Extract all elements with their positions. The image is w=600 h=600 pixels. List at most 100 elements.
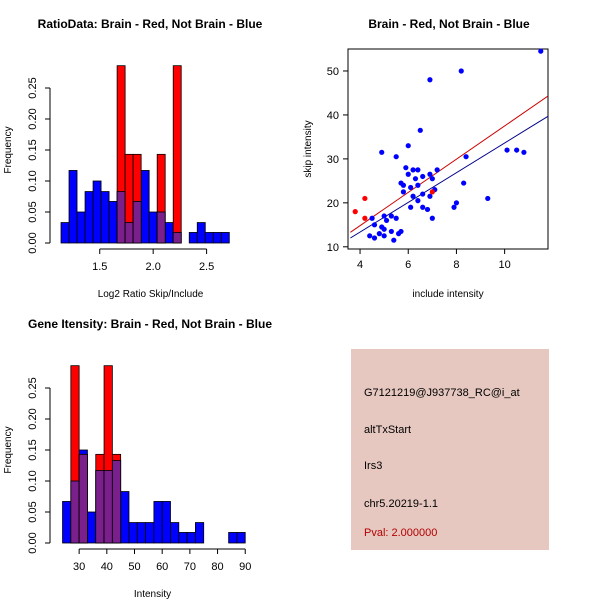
scatter-y-tick-label: 30 [327,154,339,166]
intensity-hist-title: Gene Itensity: Brain - Red, Not Brain - … [28,317,272,331]
ratio-hist-bar-not-brain [84,191,94,244]
scatter-point-not-brain [398,228,404,235]
genomic-location: chr5.20219-1.1 [364,498,438,510]
scatter-point-not-brain [415,198,421,204]
scatter-point-not-brain [424,206,431,213]
scatter-x-axis-label: include intensity [412,289,483,300]
ratio-hist-bar-not-brain [140,170,150,244]
scatter-point-not-brain [538,48,544,54]
intensity-hist-y-tick-label: 0.00 [27,532,39,553]
intensity-hist-bar-not-brain [62,501,72,544]
intensity-hist-y-tick-label: 0.05 [27,501,39,522]
scatter-point-not-brain [463,154,469,160]
intensity-hist-y-tick-label: 0.15 [27,439,39,460]
scatter-point-not-brain [451,204,457,210]
scatter-point-not-brain [393,215,399,221]
scatter-point-not-brain [379,149,385,155]
pval-text: Pval: 2.000000 [364,527,438,539]
scatter-point-not-brain [381,226,387,232]
probe-id: G7121219@J937738_RC@i_at [364,387,520,399]
scatter-y-tick-label: 10 [327,242,339,254]
ratio-hist-y-tick-label: 0.20 [27,108,39,129]
ratio-hist-bar-not-brain [100,191,110,244]
ratio-hist-bar-not-brain [60,222,70,244]
scatter-point-not-brain [417,127,423,133]
scatter-point-not-brain [367,233,373,239]
ratio-hist-bar-not-brain [204,232,214,244]
intensity-hist-bar-overlap [95,470,105,544]
intensity-hist-bar-not-brain [136,522,146,544]
scatter-point-brain [429,189,435,195]
scatter-x-tick-label: 10 [499,259,511,271]
scatter-point-not-brain [427,171,433,177]
scatter-y-tick-label: 50 [327,66,339,78]
scatter-point-not-brain [408,184,414,191]
scatter-point-not-brain [400,182,407,188]
ratio-hist-y-tick-label: 0.25 [27,77,39,98]
scatter-point-not-brain [434,167,440,173]
intensity-hist-x-tick-label: 40 [101,561,113,573]
intensity-hist-bar-not-brain [153,501,163,544]
scatter-point-not-brain [410,167,416,173]
scatter-point-not-brain [412,176,419,182]
ratio-hist-bar-overlap [124,222,134,244]
intensity-hist-x-tick-label: 90 [239,561,251,573]
ratio-hist-bar-overlap [172,232,182,244]
intensity-hist-y-tick-label: 0.20 [27,408,39,429]
intensity-hist-bar-not-brain [178,532,188,544]
intensity-hist-bar-overlap [111,460,122,544]
event-type: altTxStart [364,424,412,436]
intensity-hist-x-tick-label: 30 [73,561,85,573]
intensity-hist-bar-not-brain [87,511,97,544]
ratio-hist-bar-not-brain [164,222,174,244]
scatter-point-not-brain [383,217,390,224]
ratio-hist-bar-overlap [132,201,142,244]
intensity-hist-bar-not-brain [236,532,246,544]
scatter-point-not-brain [410,193,416,199]
ratio-hist-bar-not-brain [108,201,118,244]
ratio-hist-title: RatioData: Brain - Red, Not Brain - Blue [38,17,263,31]
scatter-x-tick-label: 4 [357,259,363,271]
scatter-point-not-brain [415,167,421,173]
intensity-hist-bar-not-brain [228,532,238,544]
ratio-hist-bar-overlap [156,211,166,244]
scatter-point-not-brain [371,235,378,241]
intensity-hist-bar-overlap [103,470,113,544]
intensity-hist-x-tick-label: 50 [128,561,140,573]
scatter-point-not-brain [458,68,464,74]
ratio-hist-bar-not-brain [148,211,158,244]
scatter-point-not-brain [405,143,411,149]
ratio-hist-bar-not-brain [188,232,198,244]
scatter-point-not-brain [405,171,411,177]
ratio-hist-bar-not-brain [212,232,222,244]
ratio-hist-bar-not-brain [196,222,206,244]
ratio-hist-bar-not-brain [220,232,230,244]
ratio-hist-y-tick-label: 0.00 [27,232,39,253]
scatter-point-not-brain [429,215,435,221]
ratio-hist-x-tick-label: 2.5 [199,261,214,273]
scatter-point-brain [352,209,358,215]
scatter-point-not-brain [420,173,426,180]
intensity-hist-bar-overlap [78,453,88,544]
scatter-fit-line-blue_line [350,115,548,239]
intensity-hist-y-tick-label: 0.10 [27,470,39,491]
scatter-point-not-brain [427,193,433,199]
scatter-point-not-brain [514,147,520,153]
scatter-point-not-brain [420,191,426,197]
scatter-point-not-brain [485,195,491,202]
ratio-hist-x-tick-label: 1.5 [92,261,107,273]
intensity-hist-x-tick-label: 70 [184,561,196,573]
intensity-hist-y-axis-label: Frequency [3,426,14,473]
scatter-y-axis-label: skip intensity [303,120,314,177]
intensity-hist-bar-not-brain [195,522,205,544]
ratio-hist-y-tick-label: 0.15 [27,139,39,160]
scatter-y-tick-label: 40 [327,110,339,122]
scatter-point-not-brain [371,222,378,228]
scatter-point-not-brain [388,228,394,235]
ratio-hist-bar-brain [172,65,182,244]
intensity-hist-x-tick-label: 80 [211,561,223,573]
scatter-fit-line-red_line [350,95,548,233]
scatter-point-not-brain [504,147,510,153]
scatter-point-not-brain [461,180,467,186]
ratio-hist-bar-not-brain [68,170,78,244]
